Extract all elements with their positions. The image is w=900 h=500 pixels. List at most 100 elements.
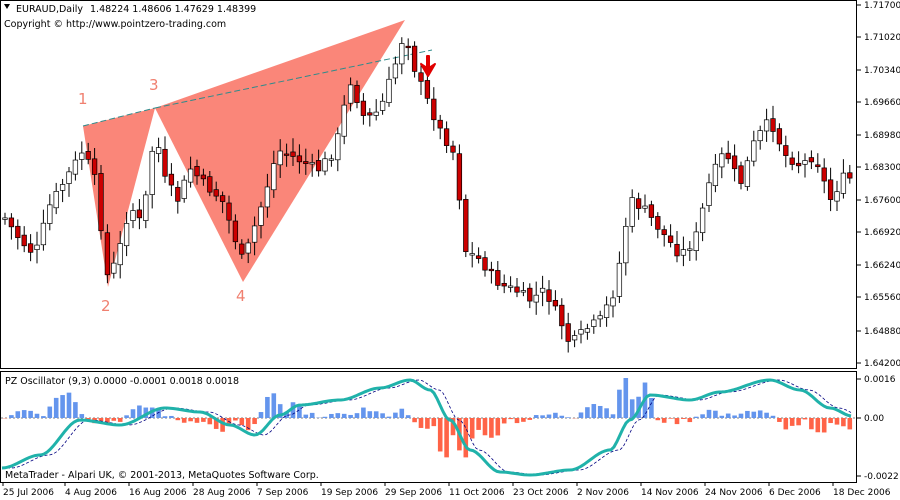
candle — [283, 143, 290, 167]
price-tick: 1.71020 — [856, 33, 900, 43]
svg-text:1.70340: 1.70340 — [864, 66, 900, 76]
svg-text:7 Sep 2006: 7 Sep 2006 — [257, 488, 309, 498]
candle — [751, 130, 757, 167]
svg-text:24 Nov 2006: 24 Nov 2006 — [705, 488, 763, 498]
histogram-bar — [476, 418, 481, 430]
histogram-bar — [533, 415, 539, 418]
pattern-leg-line — [154, 49, 433, 109]
candle — [290, 138, 296, 167]
candle — [168, 163, 175, 197]
time-tick: 25 Jul 2006 — [2, 482, 54, 498]
histogram-bar — [521, 418, 526, 422]
candle — [514, 278, 520, 298]
svg-text:1.64200: 1.64200 — [864, 359, 900, 369]
candle — [200, 168, 207, 186]
candle — [571, 330, 578, 348]
candle — [296, 144, 303, 174]
candle — [507, 276, 514, 293]
candle — [162, 136, 168, 183]
histogram-bar — [284, 411, 289, 418]
candle — [584, 323, 591, 340]
candle — [367, 108, 373, 127]
histogram-bar — [425, 418, 430, 429]
histogram-bar — [143, 407, 149, 418]
candle — [495, 261, 501, 290]
histogram-bar — [207, 418, 213, 425]
time-tick: 7 Sep 2006 — [256, 482, 309, 498]
histogram-bar — [98, 418, 104, 421]
price-tick: 1.66240 — [856, 261, 900, 271]
time-tick: 19 Sep 2006 — [320, 482, 378, 498]
histogram-bar — [220, 418, 225, 432]
histogram-bar — [41, 416, 46, 418]
price-tick: 1.71700 — [856, 1, 900, 11]
histogram-bar — [802, 418, 808, 420]
candle — [405, 38, 411, 61]
candle — [21, 226, 27, 253]
histogram-bar — [732, 415, 737, 418]
svg-text:-0.0022: -0.0022 — [864, 472, 899, 482]
candle — [341, 95, 347, 145]
candle — [155, 137, 162, 163]
candle — [72, 151, 79, 181]
oscillator-histogram — [2, 378, 853, 458]
histogram-bar — [329, 413, 334, 418]
candle — [744, 156, 751, 191]
histogram-bar — [373, 411, 379, 418]
histogram-bar — [578, 412, 584, 418]
candle — [386, 66, 392, 107]
candle — [111, 251, 117, 279]
histogram-bar — [687, 418, 693, 423]
histogram-bar — [393, 412, 398, 418]
histogram-bar — [623, 378, 629, 418]
histogram-bar — [841, 418, 846, 427]
histogram-bar — [271, 393, 277, 418]
time-tick: 29 Sep 2006 — [384, 482, 442, 498]
histogram-bar — [348, 414, 353, 418]
candle — [47, 194, 53, 231]
svg-text:6 Dec 2006: 6 Dec 2006 — [769, 488, 821, 498]
candle — [143, 190, 149, 229]
price-tick: 1.66920 — [856, 228, 900, 238]
price-tick: 1.67600 — [856, 196, 900, 206]
histogram-bar — [265, 396, 270, 418]
candle — [808, 150, 815, 170]
histogram-bar — [789, 418, 795, 426]
histogram-bar — [341, 413, 347, 418]
candle — [104, 224, 111, 284]
time-tick: 4 Aug 2006 — [64, 482, 117, 498]
svg-text:14 Nov 2006: 14 Nov 2006 — [641, 488, 699, 498]
pattern-label-1: 1 — [78, 90, 88, 108]
pattern-label-3: 3 — [149, 76, 159, 94]
svg-text:2 Nov 2006: 2 Nov 2006 — [577, 488, 629, 498]
candle — [527, 283, 533, 309]
histogram-bar — [162, 416, 168, 418]
candle — [475, 247, 482, 264]
histogram-bar — [181, 418, 187, 423]
candle — [559, 298, 565, 340]
svg-text:25 Jul 2006: 25 Jul 2006 — [3, 488, 54, 498]
histogram-bar — [674, 418, 680, 425]
oscillator-title: PZ Oscillator (9,3) 0.0000 -0.0001 0.001… — [5, 376, 239, 387]
candle — [239, 239, 245, 259]
time-tick: 28 Aug 2006 — [192, 482, 251, 498]
svg-text:18 Dec 2006: 18 Dec 2006 — [833, 488, 891, 498]
histogram-bar — [169, 415, 174, 418]
histogram-bar — [60, 395, 65, 418]
price-tick: 1.68980 — [856, 131, 900, 141]
histogram-bar — [380, 413, 385, 418]
svg-text:1.64880: 1.64880 — [864, 327, 900, 337]
histogram-bar — [777, 418, 782, 422]
candle — [219, 191, 226, 214]
histogram-bar — [559, 415, 565, 418]
svg-text:1.71020: 1.71020 — [864, 33, 900, 43]
histogram-bar — [725, 413, 731, 418]
candle — [277, 139, 283, 178]
histogram-bar — [815, 418, 821, 433]
candle — [539, 275, 546, 307]
candle — [315, 149, 322, 177]
svg-text:0.0016: 0.0016 — [864, 375, 896, 385]
histogram-bar — [597, 405, 603, 418]
caret-down-icon — [4, 4, 10, 9]
